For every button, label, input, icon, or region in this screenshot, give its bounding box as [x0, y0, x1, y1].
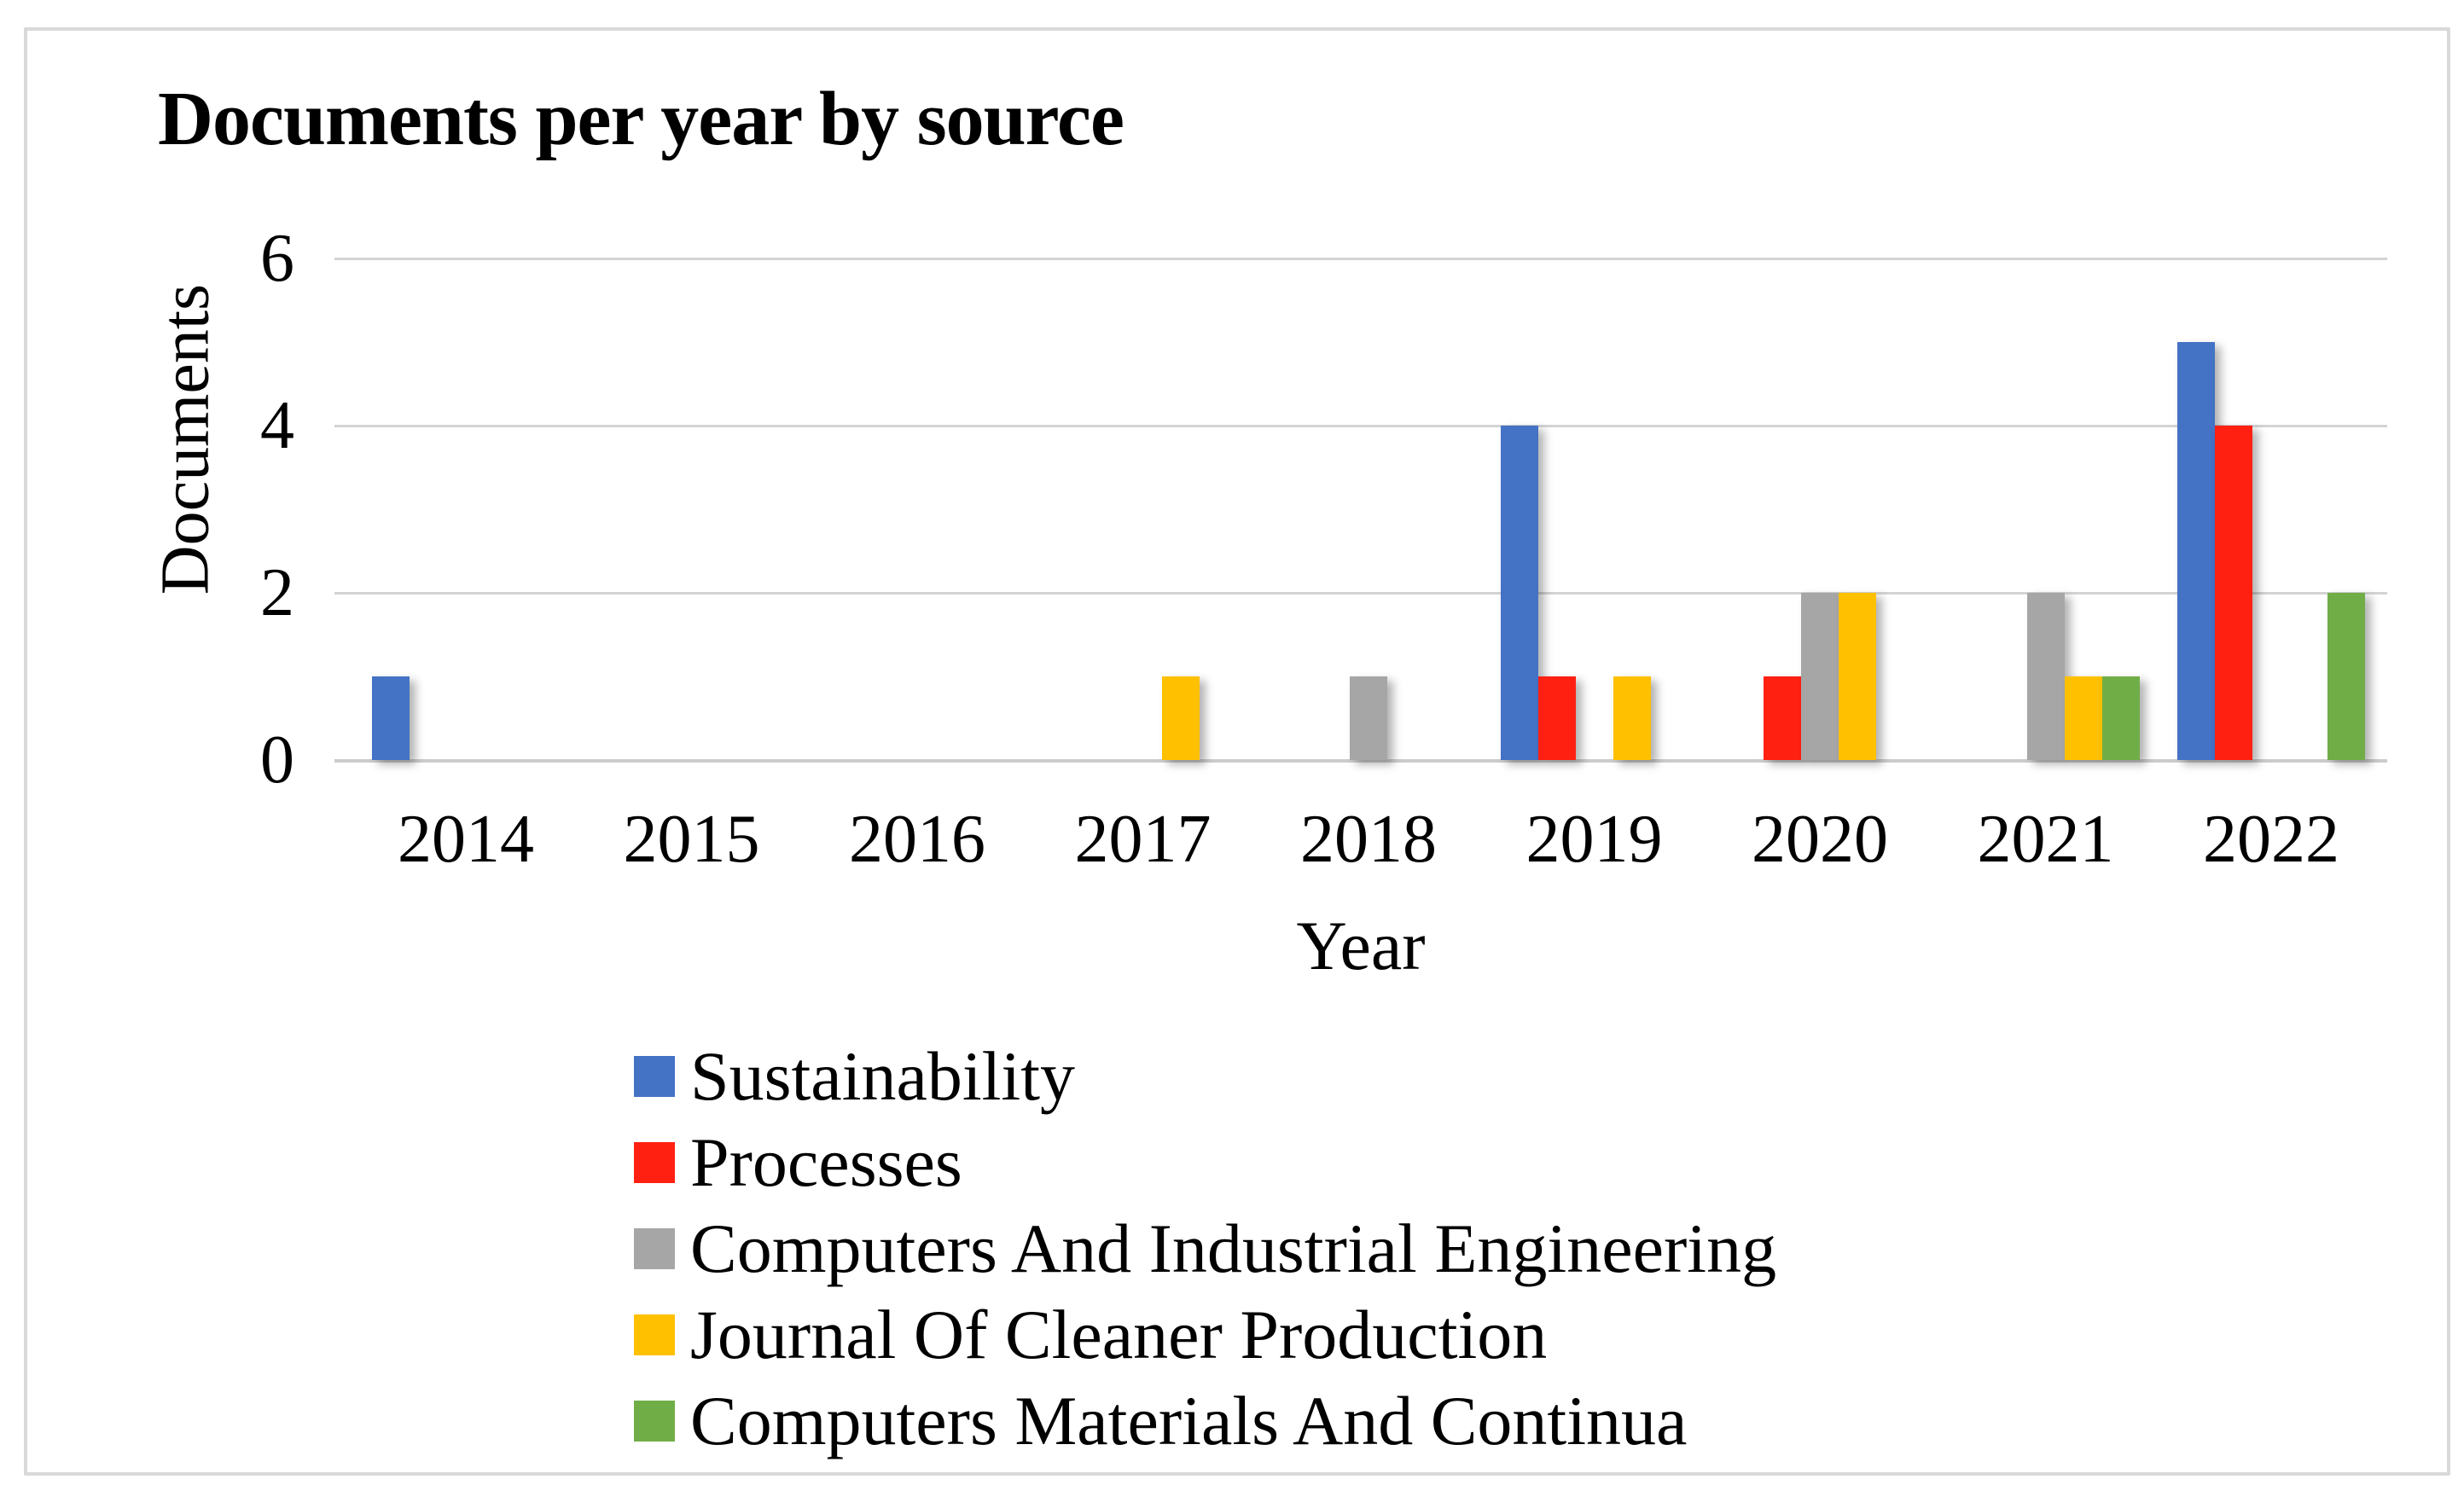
y-gridline: [334, 258, 2387, 260]
legend-label: Sustainability: [690, 1037, 1075, 1115]
x-axis-baseline: [334, 759, 2387, 763]
x-tick-label: 2014: [398, 802, 534, 877]
bar: [1839, 593, 1876, 760]
legend-label: Computers Materials And Continua: [690, 1382, 1688, 1459]
legend-label: Computers And Industrial Engineering: [690, 1210, 1777, 1287]
bar: [2064, 676, 2102, 760]
bar: [1801, 593, 1839, 760]
bar: [1500, 426, 1538, 760]
legend-label: Processes: [690, 1123, 962, 1201]
y-tick-label: 4: [260, 388, 294, 463]
legend-marker: [634, 1228, 675, 1269]
legend-item: Computers Materials And Continua: [634, 1382, 1688, 1459]
bar: [1764, 676, 1801, 760]
x-tick-label: 2021: [1977, 802, 2114, 877]
bar: [372, 676, 410, 760]
y-tick-label: 0: [260, 722, 294, 798]
x-axis-title: Year: [1296, 907, 1426, 984]
chart-title: Documents per year by source: [158, 77, 1124, 161]
bar: [1613, 676, 1651, 760]
bar: [2101, 676, 2140, 760]
legend-item: Processes: [634, 1123, 962, 1201]
x-tick-label: 2015: [623, 802, 760, 877]
legend-marker: [634, 1056, 675, 1097]
y-gridline: [334, 425, 2387, 427]
bar: [2026, 593, 2065, 760]
legend-marker: [634, 1142, 675, 1183]
x-tick-label: 2022: [2203, 802, 2339, 877]
legend-item: Sustainability: [634, 1037, 1075, 1115]
figure-border: [24, 27, 2450, 1476]
y-gridline: [334, 592, 2387, 595]
bar: [2327, 593, 2365, 760]
bar: [2177, 342, 2215, 760]
y-tick-label: 2: [260, 555, 294, 630]
x-tick-label: 2020: [1752, 802, 1888, 877]
bar: [2215, 426, 2252, 760]
legend-marker: [634, 1401, 675, 1442]
x-tick-label: 2016: [849, 802, 985, 877]
legend-item: Computers And Industrial Engineering: [634, 1210, 1777, 1287]
x-tick-label: 2018: [1300, 802, 1437, 877]
bar: [1350, 676, 1387, 760]
x-tick-label: 2019: [1525, 802, 1663, 877]
legend-label: Journal Of Cleaner Production: [690, 1296, 1548, 1373]
legend-marker: [634, 1314, 675, 1355]
legend-item: Journal Of Cleaner Production: [634, 1296, 1548, 1373]
y-tick-label: 6: [260, 221, 294, 296]
bar: [1161, 676, 1200, 760]
bar: [1537, 676, 1576, 760]
x-tick-label: 2017: [1074, 802, 1212, 877]
